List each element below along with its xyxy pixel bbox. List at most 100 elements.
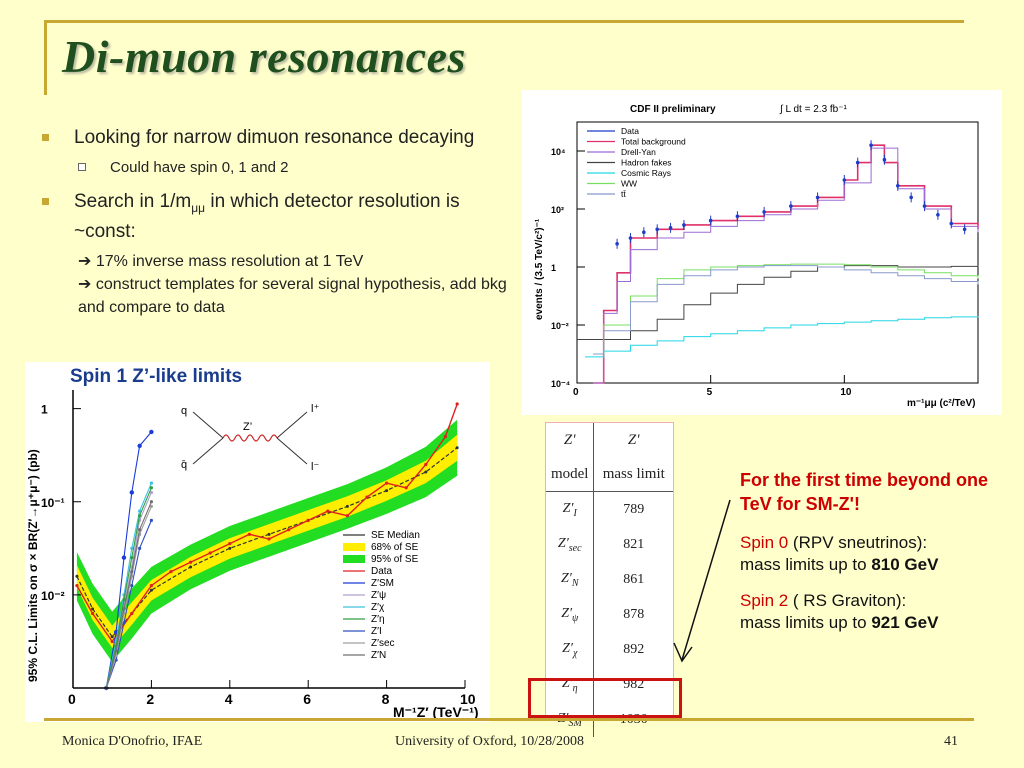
spin1-title: Spin 1 Z’-like limits bbox=[70, 366, 243, 387]
table-row: Z′I 789 bbox=[546, 491, 673, 527]
model-cell: Z′N bbox=[546, 562, 595, 597]
bullet-square-icon bbox=[42, 198, 49, 205]
bullet-square-icon bbox=[42, 134, 49, 141]
spin0-text: Spin 0 (RPV sneutrinos): mass limits up t… bbox=[740, 533, 939, 574]
cdf-legend-label: tt̄ bbox=[621, 189, 626, 199]
bullet-item: Search in 1/mμμ in which detector resolu… bbox=[36, 190, 516, 244]
arrow-icon: ➔ bbox=[78, 275, 96, 293]
limits-legend-label: Z′ψ bbox=[371, 590, 386, 601]
mass-limit-table-panel: Z′ Z′ model mass limit Z′I 789 Z′sec 821 Z′N 86… bbox=[545, 422, 674, 737]
limits-y-tick-label: 1 bbox=[41, 403, 48, 417]
limit-series-point bbox=[326, 509, 330, 513]
limit-series-point bbox=[228, 542, 232, 546]
limits-y-tick-label: 10⁻² bbox=[41, 589, 65, 603]
limits-x-tick-label: 4 bbox=[225, 691, 233, 707]
footer-page-number: 41 bbox=[944, 734, 958, 749]
table-header-limit: mass limit bbox=[593, 457, 673, 492]
limit-series-point bbox=[130, 611, 134, 616]
table-row: Z′χ 892 bbox=[546, 632, 673, 667]
limit-series-line bbox=[105, 482, 152, 689]
band-68 bbox=[76, 434, 458, 648]
cdf-legend-label: Data bbox=[621, 126, 639, 136]
footer-author: Monica D'Onofrio, IFAE bbox=[62, 734, 203, 749]
median-point bbox=[267, 532, 271, 536]
limit-series-point bbox=[247, 532, 251, 536]
limit-series-line bbox=[105, 501, 152, 689]
cdf-plot: CDF II preliminary ∫ L dt = 2.3 fb⁻¹ eve… bbox=[534, 104, 979, 409]
limits-x-tick-label: 0 bbox=[68, 691, 76, 707]
model-cell: Z′ψ bbox=[546, 597, 595, 632]
feynman-antiquark-line bbox=[192, 437, 224, 465]
slide-title: Di-muon resonances bbox=[62, 31, 466, 82]
limit-series-point bbox=[404, 486, 408, 490]
highlight-box bbox=[528, 678, 682, 718]
limit-series-point bbox=[129, 490, 134, 495]
limit-series-point bbox=[189, 560, 193, 564]
limit-cell: 821 bbox=[623, 536, 645, 552]
median-point bbox=[228, 546, 232, 550]
limits-legend-label: Z′sec bbox=[371, 638, 395, 649]
limit-series-point bbox=[110, 639, 114, 644]
cdf-data-point bbox=[922, 204, 927, 208]
limit-series-point bbox=[149, 518, 153, 522]
limits-legend-swatch bbox=[343, 543, 365, 551]
cdf-data-point bbox=[789, 204, 793, 208]
cdf-data-point bbox=[615, 242, 619, 246]
feynman-boson-line bbox=[222, 434, 278, 442]
median-point bbox=[385, 489, 389, 493]
cdf-data-point bbox=[896, 184, 900, 188]
limits-legend-label: Z′η bbox=[371, 614, 385, 625]
cdf-data-point bbox=[762, 210, 766, 214]
arrow-item: ➔ construct templates for several signal… bbox=[78, 275, 507, 316]
limit-series-point bbox=[130, 556, 134, 560]
frame-bottom-line bbox=[44, 718, 974, 721]
limit-series-point bbox=[149, 500, 153, 504]
feynman-background bbox=[175, 398, 325, 484]
limit-series-point bbox=[365, 495, 369, 499]
limit-series-point bbox=[137, 443, 142, 449]
cdf-data-point bbox=[882, 157, 887, 162]
limits-x-tick-label: 10 bbox=[460, 691, 476, 707]
cdf-y-tick-label: 10⁻⁴ bbox=[551, 379, 570, 389]
limit-cell: 861 bbox=[623, 571, 645, 587]
cdf-plot-panel: CDF II preliminary ∫ L dt = 2.3 fb⁻¹ eve… bbox=[522, 90, 1002, 415]
cdf-data-point bbox=[735, 214, 740, 219]
cdf-y-tick-label: 10⁻² bbox=[551, 321, 569, 331]
table-row: Z′sec 821 bbox=[546, 527, 673, 562]
cdf-data-point bbox=[869, 143, 873, 147]
arrow-icon: ➔ bbox=[78, 252, 96, 270]
limits-plot-panel: 95% C.L. Limits on σ × BR(Z′→μ⁺μ⁻) (pb) … bbox=[25, 362, 490, 722]
limit-series-point bbox=[455, 402, 459, 406]
cdf-legend-label: Cosmic Rays bbox=[621, 168, 671, 178]
cdf-data-point bbox=[842, 178, 847, 182]
limit-series-point bbox=[149, 429, 154, 435]
feynman-label: Z’ bbox=[243, 421, 252, 433]
limit-series-point bbox=[91, 611, 95, 616]
cdf-data-point bbox=[642, 230, 646, 234]
cdf-title: CDF II preliminary bbox=[630, 104, 716, 115]
feynman-quark-line bbox=[192, 411, 224, 439]
cdf-data-point bbox=[628, 236, 633, 240]
mass-limit-table: Z′ Z′ model mass limit Z′I 789 Z′sec 821 Z′N 86… bbox=[546, 423, 673, 737]
feynman-diagram: q q̄ Z’ l⁺ l⁻ bbox=[175, 398, 325, 484]
bullet-list: Looking for narrow dimuon resonance deca… bbox=[36, 126, 516, 319]
limits-legend-label: 95% of SE bbox=[371, 554, 419, 565]
cdf-series-line bbox=[593, 265, 979, 355]
cdf-data-point bbox=[815, 195, 820, 200]
footer-venue: University of Oxford, 10/28/2008 bbox=[395, 734, 584, 749]
cdf-series-line bbox=[593, 263, 979, 355]
hollow-square-icon bbox=[78, 163, 86, 171]
limit-series-point bbox=[138, 509, 142, 513]
cdf-data-point bbox=[909, 195, 913, 200]
median-point bbox=[110, 635, 114, 639]
limit-series-point bbox=[149, 490, 153, 495]
limit-series-point bbox=[345, 514, 349, 518]
limit-series-point bbox=[130, 569, 134, 574]
model-cell: Z′η bbox=[546, 667, 595, 702]
cdf-data-point bbox=[682, 223, 686, 227]
feynman-label: l⁺ bbox=[311, 403, 319, 415]
model-cell: Z′sec bbox=[546, 527, 595, 562]
cdf-data-point bbox=[949, 221, 954, 226]
bullet-item: Looking for narrow dimuon resonance deca… bbox=[36, 126, 516, 150]
median-point bbox=[91, 607, 95, 611]
